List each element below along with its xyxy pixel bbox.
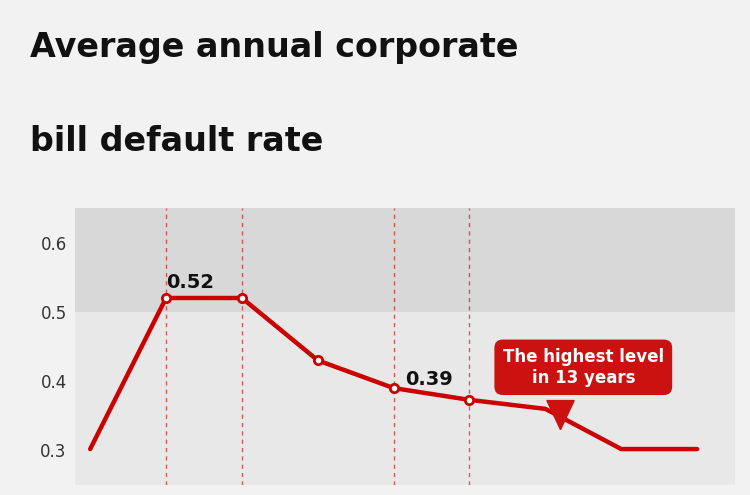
Bar [75, 208, 735, 312]
Text: 0.52: 0.52 [166, 273, 214, 292]
Text: Average annual corporate: Average annual corporate [30, 31, 518, 64]
Text: 0.39: 0.39 [405, 370, 453, 389]
Text: The highest level
in 13 years: The highest level in 13 years [503, 348, 664, 387]
Text: bill default rate: bill default rate [30, 125, 323, 158]
Polygon shape [547, 400, 574, 430]
